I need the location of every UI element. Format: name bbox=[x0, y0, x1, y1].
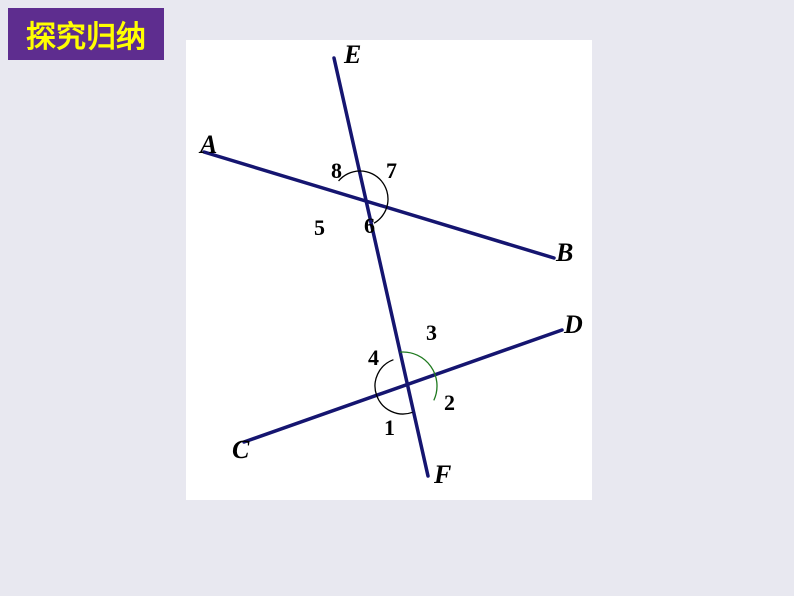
angle-label-8: 8 bbox=[331, 158, 342, 184]
angle-label-6: 6 bbox=[364, 213, 375, 239]
section-title-text: 探究归纳 bbox=[26, 21, 146, 54]
point-label-C: C bbox=[232, 435, 249, 465]
point-label-E: E bbox=[344, 40, 361, 70]
angle-label-2: 2 bbox=[444, 390, 455, 416]
point-label-B: B bbox=[556, 238, 573, 268]
angle-label-1: 1 bbox=[384, 415, 395, 441]
point-label-F: F bbox=[434, 460, 451, 490]
line-CD bbox=[244, 330, 562, 442]
section-title-badge: 探究归纳 bbox=[8, 8, 164, 60]
point-label-D: D bbox=[564, 310, 583, 340]
line-AB bbox=[204, 152, 554, 258]
point-label-A: A bbox=[200, 130, 217, 160]
angle-label-7: 7 bbox=[386, 158, 397, 184]
geometry-diagram: E A B D C F 8 7 5 6 3 4 2 1 bbox=[186, 40, 592, 500]
angle-label-4: 4 bbox=[368, 345, 379, 371]
angle-label-3: 3 bbox=[426, 320, 437, 346]
line-EF bbox=[334, 58, 428, 476]
angle-label-5: 5 bbox=[314, 215, 325, 241]
